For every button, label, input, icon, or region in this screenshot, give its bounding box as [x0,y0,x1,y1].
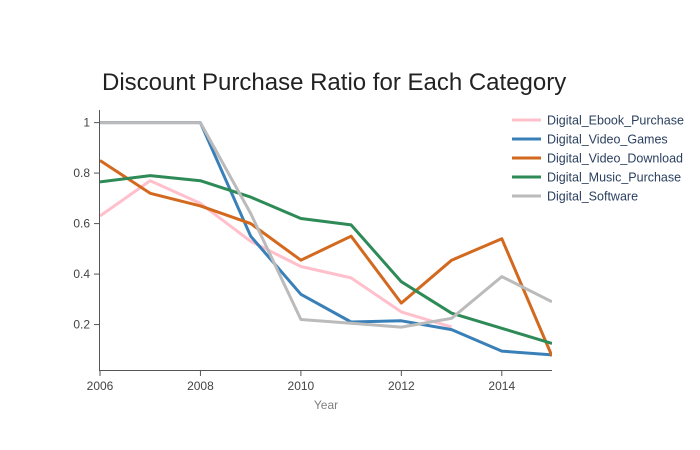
legend-label: Digital_Music_Purchase [547,171,681,185]
x-tick-label: 2008 [187,379,214,393]
x-tick-label: 2010 [288,379,315,393]
chart-title: Discount Purchase Ratio for Each Categor… [102,69,566,96]
y-tick-label: 1 [83,116,90,130]
legend-item[interactable]: Digital_Ebook_Purchase [512,114,684,128]
plot-area [100,123,552,357]
legend-item[interactable]: Digital_Music_Purchase [512,171,681,185]
legend-item[interactable]: Digital_Software [512,190,638,204]
series-line-digital-music-purchase [100,176,552,344]
series-line-digital-software [100,123,552,328]
legend-item[interactable]: Digital_Video_Download [512,152,683,166]
y-tick-label: 0.6 [73,217,90,231]
legend: Digital_Ebook_Purchase Digital_Video_Game… [512,114,684,204]
series-line-digital-ebook-purchase [100,181,452,327]
x-tick-label: 2012 [388,379,415,393]
y-tick-label: 0.4 [73,267,90,281]
y-tick-label: 0.2 [73,318,90,332]
y-tick-label: 0.8 [73,166,90,180]
x-axis-title: Year [314,398,338,412]
legend-label: Digital_Software [547,190,638,204]
legend-label: Digital_Ebook_Purchase [547,114,684,128]
x-axis: 2006 2008 2010 2012 2014 [87,371,516,393]
y-axis: 0.2 0.4 0.6 0.8 1 [73,116,99,332]
legend-label: Digital_Video_Games [547,133,668,147]
x-tick-label: 2014 [488,379,515,393]
legend-label: Digital_Video_Download [547,152,683,166]
x-tick-label: 2006 [87,379,114,393]
legend-item[interactable]: Digital_Video_Games [512,133,668,147]
